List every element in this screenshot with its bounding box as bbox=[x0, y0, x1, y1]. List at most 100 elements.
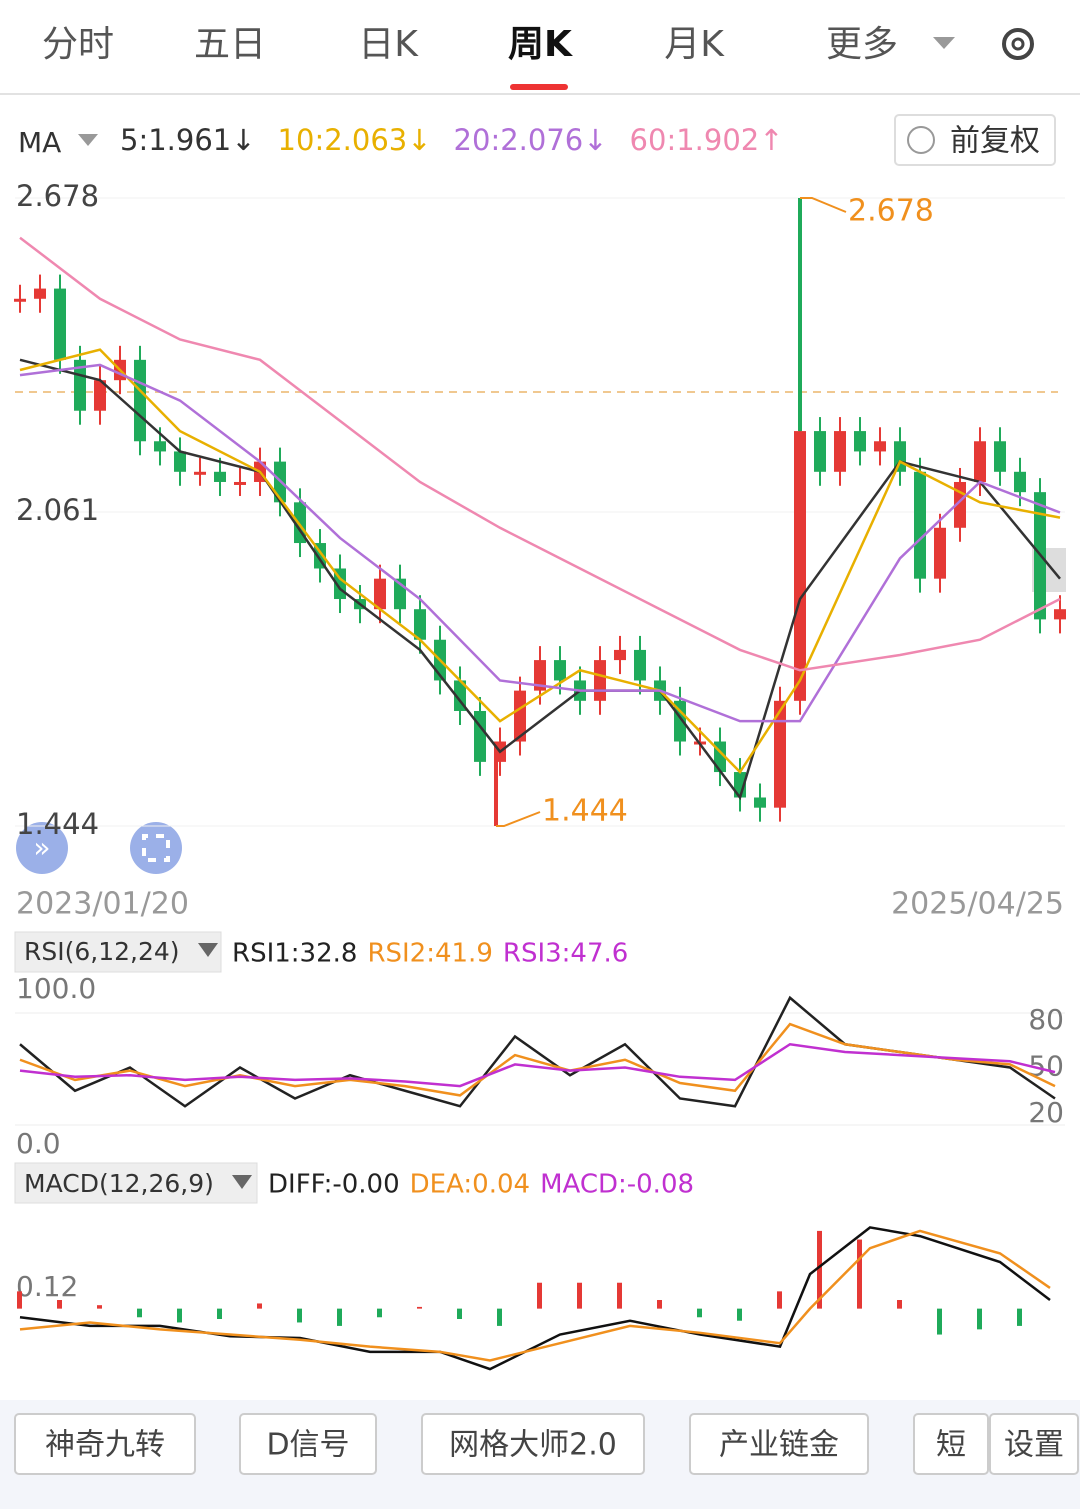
macd-bar bbox=[257, 1303, 262, 1309]
candle bbox=[194, 471, 206, 475]
macd-bar bbox=[537, 1282, 542, 1309]
macd-bar bbox=[457, 1308, 462, 1319]
adjust-label: 前复权 bbox=[950, 124, 1040, 159]
ma-line bbox=[19, 236, 1061, 672]
tab[interactable]: 分时 bbox=[42, 24, 114, 65]
macd-bar bbox=[377, 1308, 382, 1318]
tool-button[interactable] bbox=[239, 1413, 377, 1475]
settings-icon-core bbox=[1011, 37, 1025, 51]
candle bbox=[594, 660, 606, 701]
y-tick-label: 1.444 bbox=[16, 807, 99, 841]
candle bbox=[534, 660, 546, 691]
candle bbox=[914, 471, 926, 579]
tool-button-label: 产业链金 bbox=[719, 1428, 839, 1463]
adjust-button[interactable] bbox=[894, 114, 1056, 166]
y-tick-label: 2.678 bbox=[16, 179, 99, 213]
tab[interactable]: 更多 bbox=[826, 24, 898, 65]
macd-bar bbox=[17, 1291, 22, 1309]
candle bbox=[994, 441, 1006, 472]
macd-bar bbox=[417, 1306, 422, 1309]
macd-bar bbox=[97, 1305, 102, 1309]
candle bbox=[1014, 471, 1026, 493]
ma-value: 10:2.063↓ bbox=[278, 123, 432, 157]
candle bbox=[34, 288, 46, 299]
ma-label: MA bbox=[18, 126, 61, 159]
macd-bar bbox=[1017, 1308, 1022, 1326]
candle bbox=[154, 441, 166, 452]
macd-bar bbox=[977, 1308, 982, 1330]
tool-button-label: 短 bbox=[936, 1428, 966, 1463]
macd-bar bbox=[817, 1230, 822, 1309]
candle bbox=[614, 649, 626, 661]
candle bbox=[474, 710, 486, 762]
macd-bar bbox=[137, 1308, 142, 1318]
candle bbox=[874, 441, 886, 452]
candle bbox=[14, 298, 26, 302]
candle bbox=[794, 431, 806, 701]
y-tick-label: 100.0 bbox=[16, 972, 96, 1005]
macd-legend: DIFF:-0.00 bbox=[268, 1170, 400, 1200]
candle bbox=[814, 431, 826, 472]
macd-bar bbox=[697, 1308, 702, 1318]
tool-button-label: 神奇九转 bbox=[45, 1428, 165, 1463]
rsi-legend: RSI3:47.6 bbox=[503, 939, 628, 969]
candle bbox=[834, 431, 846, 472]
macd-arrow bbox=[232, 1175, 252, 1189]
date-label: 2025/04/25 bbox=[891, 887, 1064, 922]
candle bbox=[1054, 609, 1066, 620]
settings-icon[interactable] bbox=[1002, 28, 1034, 60]
y2-tick-label: 20 bbox=[1028, 1096, 1064, 1129]
macd-bar bbox=[857, 1239, 862, 1309]
high-label: 2.678 bbox=[848, 194, 934, 229]
tab[interactable]: 月K bbox=[664, 24, 725, 65]
tool-button[interactable] bbox=[989, 1413, 1079, 1475]
tab[interactable]: 日K bbox=[358, 24, 419, 65]
macd-bar bbox=[217, 1308, 222, 1319]
ma-arrow bbox=[78, 134, 98, 146]
tool-button-label: 设置 bbox=[1004, 1428, 1064, 1463]
macd-bar bbox=[497, 1308, 502, 1326]
ma-line bbox=[19, 358, 1061, 801]
tab[interactable]: 周K bbox=[508, 24, 573, 65]
macd-bar bbox=[297, 1308, 302, 1323]
tool-button[interactable] bbox=[913, 1413, 989, 1475]
macd-selector-label: MACD(12,26,9) bbox=[24, 1169, 214, 1198]
macd-bar bbox=[657, 1300, 662, 1309]
low-label: 1.444 bbox=[542, 794, 628, 829]
tool-button[interactable] bbox=[689, 1413, 869, 1475]
candle bbox=[774, 700, 786, 808]
rsi-line bbox=[19, 1042, 1056, 1088]
fullscreen-button[interactable] bbox=[130, 822, 182, 874]
candle bbox=[54, 288, 66, 360]
macd-selector[interactable] bbox=[14, 1162, 258, 1204]
candle bbox=[94, 380, 106, 411]
candle bbox=[974, 441, 986, 482]
candle bbox=[854, 431, 866, 452]
y-tick-label: 0.0 bbox=[16, 1127, 61, 1160]
tab[interactable]: 五日 bbox=[194, 24, 266, 65]
macd-bar bbox=[897, 1300, 902, 1309]
rsi-selector[interactable] bbox=[14, 931, 222, 973]
high-pointer bbox=[800, 197, 847, 213]
tool-button[interactable] bbox=[14, 1413, 196, 1475]
expand-button[interactable] bbox=[16, 822, 68, 874]
macd-bar bbox=[337, 1308, 342, 1326]
y2-tick-label: 80 bbox=[1028, 1003, 1064, 1036]
candle bbox=[414, 609, 426, 640]
tab-indicator bbox=[510, 84, 568, 90]
candle bbox=[674, 700, 686, 742]
ma-line bbox=[19, 348, 1061, 775]
rsi-arrow bbox=[198, 943, 218, 957]
macd-bar bbox=[57, 1300, 62, 1309]
candle bbox=[754, 797, 766, 808]
candle bbox=[234, 481, 246, 485]
info-icon bbox=[907, 126, 935, 154]
date-label: 2023/01/20 bbox=[16, 887, 189, 922]
diff-line bbox=[19, 1226, 1051, 1371]
candle bbox=[634, 649, 646, 681]
tool-button[interactable] bbox=[421, 1413, 645, 1475]
rsi-line bbox=[19, 1022, 1056, 1097]
macd-bar bbox=[737, 1308, 742, 1321]
